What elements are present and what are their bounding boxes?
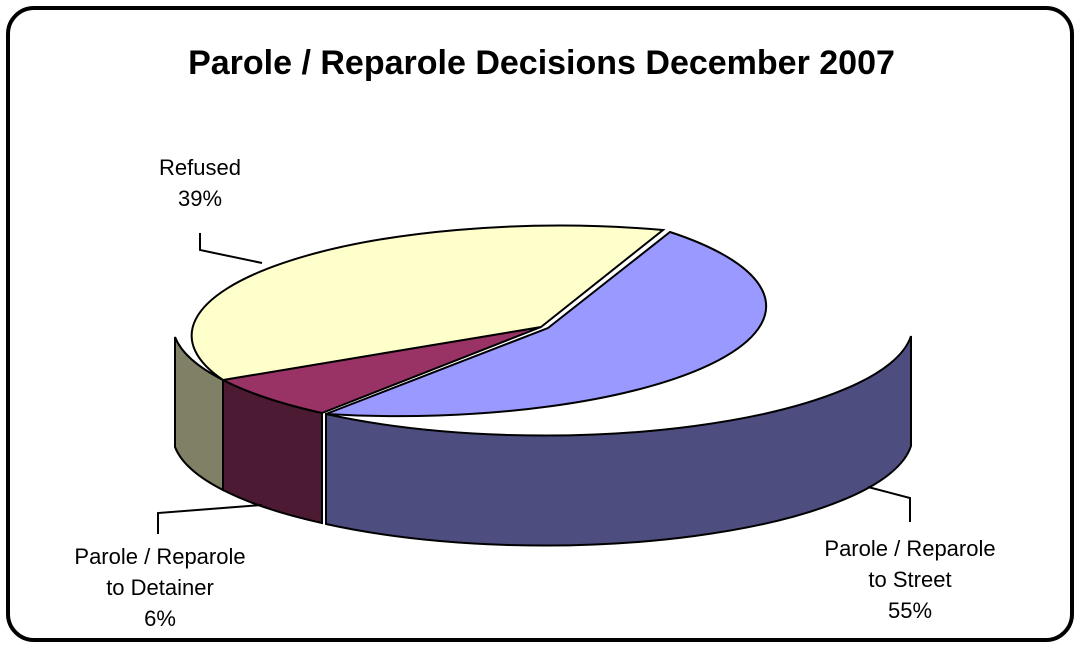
label-percent: 39% — [177, 186, 223, 211]
label-name-line2: to Street — [868, 567, 952, 592]
label-name-line2: to Detainer — [106, 575, 214, 600]
label-name: Refused — [159, 155, 241, 180]
chart-title: Parole / Reparole Decisions December 200… — [188, 44, 895, 82]
pie-slice-street — [325, 230, 768, 418]
label-name: Parole / Reparole — [74, 544, 246, 569]
label-name: Parole / Reparole — [824, 536, 996, 561]
pie-slice-detainer — [219, 326, 542, 415]
label-percent: 6% — [144, 606, 176, 631]
pie-slice-refused — [190, 224, 666, 382]
data-label-detainer: Parole / Reparole to Detainer 6% — [40, 541, 280, 634]
data-label-street: Parole / Reparole to Street 55% — [790, 533, 1030, 626]
label-percent: 55% — [887, 598, 933, 623]
pie-side-street — [325, 335, 912, 547]
leader-line-refused — [199, 233, 263, 264]
data-label-refused: Refused 39% — [120, 152, 280, 214]
leader-line-detainer — [157, 504, 263, 534]
leader-line-street — [867, 486, 911, 522]
